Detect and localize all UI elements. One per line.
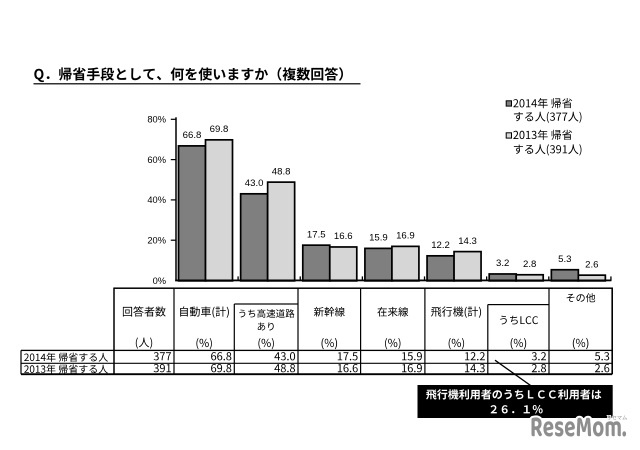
svg-text:16.9: 16.9 <box>396 231 415 242</box>
svg-text:2.8: 2.8 <box>523 259 536 270</box>
svg-text:69.8: 69.8 <box>210 124 229 135</box>
svg-text:16.6: 16.6 <box>334 231 353 242</box>
svg-text:2.6: 2.6 <box>585 259 598 270</box>
svg-text:5.3: 5.3 <box>558 254 571 265</box>
svg-text:80%: 80% <box>147 115 166 125</box>
svg-text:66.8: 66.8 <box>183 130 202 141</box>
svg-text:48.8: 48.8 <box>272 166 291 177</box>
svg-text:15.9: 15.9 <box>369 233 388 244</box>
svg-text:12.2: 12.2 <box>431 240 450 251</box>
svg-text:14.3: 14.3 <box>458 236 477 247</box>
svg-text:17.5: 17.5 <box>307 229 326 240</box>
svg-text:20%: 20% <box>147 236 166 246</box>
svg-text:40%: 40% <box>147 195 166 205</box>
svg-text:43.0: 43.0 <box>245 178 264 189</box>
svg-text:60%: 60% <box>147 155 166 165</box>
svg-text:0%: 0% <box>153 276 166 286</box>
svg-text:3.2: 3.2 <box>496 258 509 269</box>
